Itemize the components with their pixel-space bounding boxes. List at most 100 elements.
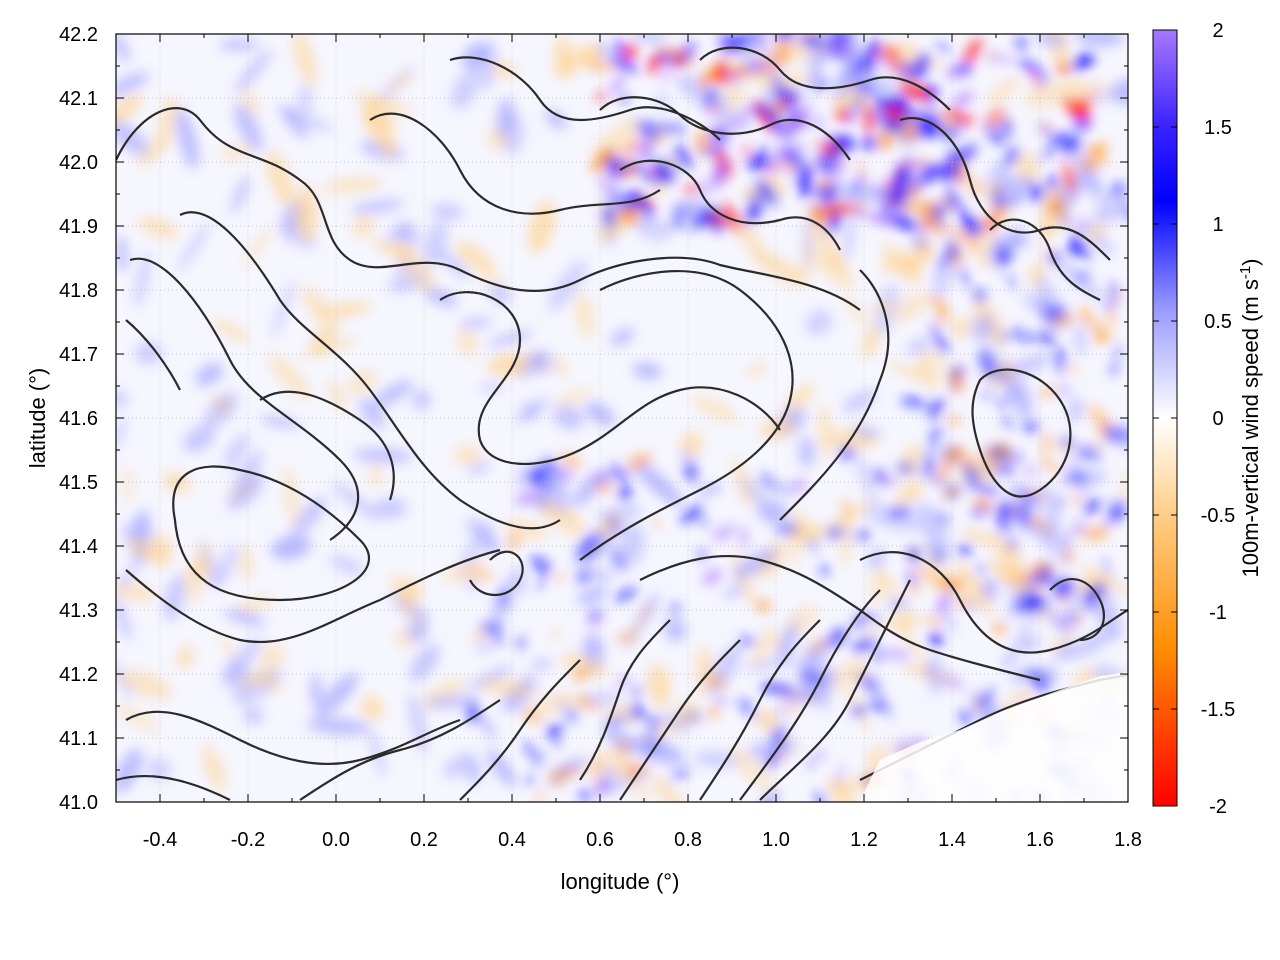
field-cell [358, 398, 386, 429]
field-cell [825, 526, 845, 541]
field-cell [618, 139, 643, 157]
field-cell [1066, 460, 1073, 475]
field-cell [985, 122, 1003, 146]
field-cell [487, 543, 496, 551]
field-cell [660, 46, 678, 58]
field-cell [455, 241, 496, 274]
field-cell [853, 162, 865, 168]
field-cell [998, 327, 1023, 341]
field-cell [756, 709, 778, 731]
field-cell [384, 226, 410, 243]
field-cell [746, 157, 772, 170]
field-cell [861, 44, 882, 63]
field-cell [1078, 486, 1087, 497]
colorbar-title-sup: -1 [1237, 266, 1254, 279]
field-cell [1081, 157, 1109, 168]
field-cell [745, 202, 761, 225]
field-cell [275, 104, 333, 133]
topography-contours [116, 46, 1128, 801]
field-cell [952, 91, 974, 108]
field-cell [310, 673, 322, 707]
field-cell [992, 204, 1005, 223]
field-cell [720, 202, 742, 232]
field-cell [973, 289, 987, 303]
y-tick-label: 42.0 [59, 152, 98, 174]
field-cell [731, 552, 757, 608]
field-cell [1118, 427, 1128, 442]
field-cell [146, 757, 172, 781]
field-cell [927, 397, 945, 420]
field-cell [606, 768, 615, 778]
field-cell [595, 470, 608, 485]
field-cell [583, 791, 591, 802]
field-cell [798, 166, 812, 199]
y-tick-label: 41.3 [59, 600, 98, 622]
field-cell [1075, 34, 1124, 47]
field-cell [585, 61, 616, 71]
field-cell [612, 169, 631, 182]
field-cell [992, 467, 1017, 475]
field-cell [995, 371, 1006, 380]
field-cell [859, 53, 869, 78]
field-cell [998, 197, 1019, 209]
field-cell [234, 49, 272, 94]
field-cell [707, 104, 720, 113]
field-cell [1107, 308, 1114, 324]
field-cell [1039, 120, 1056, 145]
field-cell [1078, 96, 1092, 109]
field-cell [1060, 537, 1066, 548]
field-cell [1027, 489, 1046, 499]
field-cell [782, 162, 796, 171]
field-cell [660, 125, 680, 131]
field-cell [1000, 501, 1013, 524]
field-cell [692, 395, 739, 423]
field-cell [982, 580, 1000, 587]
field-cell [134, 342, 163, 365]
contour-line [369, 112, 661, 215]
field-cell [1015, 332, 1043, 343]
colorbar-title-end: ) [1238, 258, 1263, 265]
contour-line [699, 46, 951, 111]
field-cell [648, 713, 661, 733]
contour-line [172, 465, 370, 602]
field-cell [816, 790, 827, 802]
y-tick-label: 41.4 [59, 536, 98, 558]
field-cell [1070, 523, 1088, 531]
field-cell [218, 39, 260, 51]
field-cell [765, 109, 784, 134]
field-cell [670, 766, 690, 781]
field-cell [687, 465, 697, 484]
field-cell [946, 237, 960, 259]
field-cell [971, 506, 985, 520]
contour-line [259, 390, 395, 501]
field-cell [985, 506, 1004, 514]
field-cell [1071, 52, 1095, 71]
field-cell [609, 160, 637, 170]
field-cell [758, 179, 781, 206]
field-cell [183, 425, 215, 453]
field-cell [373, 379, 413, 408]
contour-line [439, 291, 781, 465]
field-cell [663, 618, 687, 642]
field-cell [1069, 629, 1115, 659]
field-cell [213, 319, 249, 341]
field-cell [291, 496, 327, 536]
field-cell [1058, 593, 1068, 605]
field-cell [1053, 495, 1065, 509]
field-cell [977, 484, 999, 495]
field-cell [708, 213, 724, 226]
field-cell [702, 179, 708, 198]
field-cell [685, 710, 702, 723]
contour-line [859, 551, 1128, 654]
field-cell [531, 692, 571, 717]
field-cell [806, 757, 816, 769]
field-cell [652, 520, 662, 527]
field-cell [529, 466, 543, 486]
field-cell [972, 232, 978, 256]
field-cell [840, 499, 852, 514]
field-cell [884, 738, 894, 762]
field-cell [831, 52, 851, 59]
field-cell [551, 42, 605, 77]
field-cell [572, 669, 590, 681]
